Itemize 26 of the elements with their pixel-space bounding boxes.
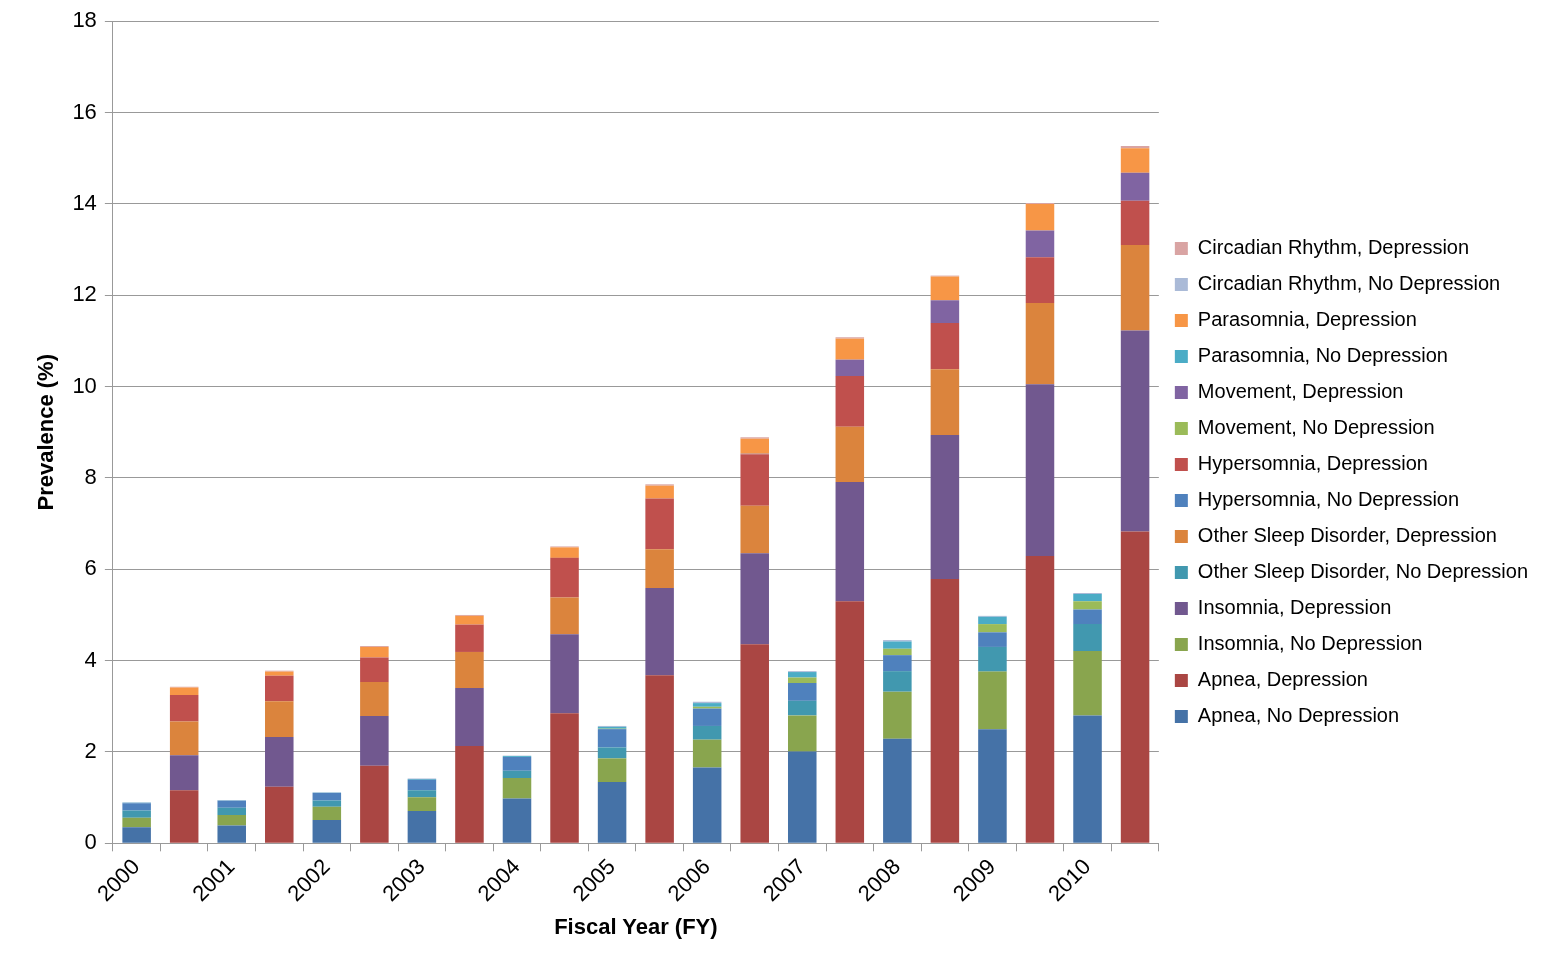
- y-tick-label: 4: [84, 646, 97, 672]
- x-axis-title: Fiscal Year (FY): [554, 913, 718, 939]
- y-tick-label: 0: [84, 829, 97, 855]
- legend-label: Parasomnia, Depression: [1197, 308, 1417, 331]
- legend-label: Movement, Depression: [1197, 380, 1404, 403]
- y-tick-label: 2: [84, 738, 97, 764]
- y-axis-title: Prevalence (%): [33, 354, 59, 511]
- legend-label: Other Sleep Disorder, No Depression: [1197, 560, 1528, 583]
- legend-label: Hypersomnia, No Depression: [1197, 488, 1460, 511]
- legend-label: Insomnia, Depression: [1197, 596, 1392, 619]
- y-tick-label: 14: [72, 189, 97, 215]
- y-tick-label: 10: [72, 372, 97, 398]
- legend-label: Insomnia, No Depression: [1197, 632, 1423, 655]
- y-tick-label: 16: [72, 98, 97, 124]
- legend-label: Hypersomnia, Depression: [1197, 452, 1428, 475]
- legend-label: Circadian Rhythm, No Depression: [1197, 272, 1501, 295]
- y-tick-label: 12: [72, 281, 97, 307]
- y-tick-label: 18: [72, 7, 97, 33]
- legend-label: Movement, No Depression: [1197, 416, 1435, 439]
- legend-label: Apnea, Depression: [1197, 668, 1368, 691]
- legend-label: Circadian Rhythm, Depression: [1197, 236, 1470, 259]
- y-tick-label: 6: [84, 555, 97, 581]
- legend-label: Other Sleep Disorder, Depression: [1197, 524, 1497, 547]
- legend-label: Apnea, No Depression: [1197, 704, 1400, 727]
- legend-label: Parasomnia, No Depression: [1197, 344, 1448, 367]
- y-tick-label: 8: [84, 464, 97, 489]
